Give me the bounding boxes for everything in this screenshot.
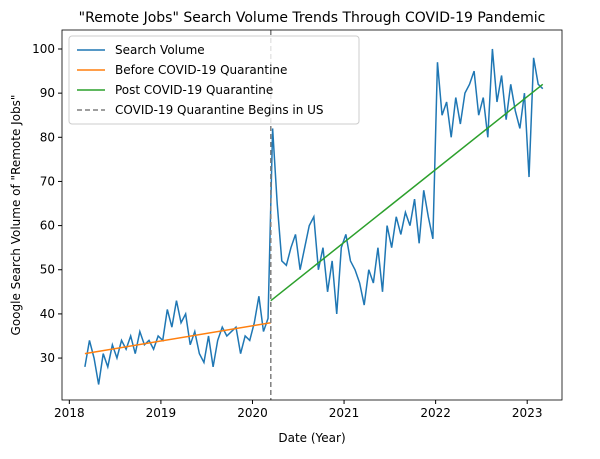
legend-label: Before COVID-19 Quarantine <box>115 63 287 77</box>
x-tick-label: 2023 <box>512 406 543 420</box>
y-tick-label: 60 <box>40 219 55 233</box>
legend-label: Post COVID-19 Quarantine <box>115 83 273 97</box>
y-tick-label: 100 <box>32 42 55 56</box>
y-tick-label: 30 <box>40 351 55 365</box>
y-tick-label: 90 <box>40 86 55 100</box>
y-tick-label: 50 <box>40 263 55 277</box>
series-line <box>270 83 544 302</box>
x-tick-label: 2018 <box>54 406 85 420</box>
y-axis-label: Google Search Volume of "Remote Jobs" <box>9 95 23 336</box>
y-tick-label: 70 <box>40 174 55 188</box>
axes-frame <box>61 29 563 401</box>
x-tick-label: 2020 <box>237 406 268 420</box>
chart-title: "Remote Jobs" Search Volume Trends Throu… <box>79 10 546 26</box>
series-line <box>84 48 544 385</box>
legend-label: COVID-19 Quarantine Begins in US <box>115 103 324 117</box>
x-tick-label: 2019 <box>146 406 177 420</box>
legend-box <box>68 35 360 125</box>
x-tick-label: 2021 <box>329 406 360 420</box>
y-tick-label: 80 <box>40 130 55 144</box>
legend-label: Search Volume <box>115 43 205 57</box>
y-tick-label: 40 <box>40 307 55 321</box>
series-line <box>84 321 271 355</box>
x-tick-label: 2022 <box>420 406 451 420</box>
x-axis-label: Date (Year) <box>278 431 345 445</box>
